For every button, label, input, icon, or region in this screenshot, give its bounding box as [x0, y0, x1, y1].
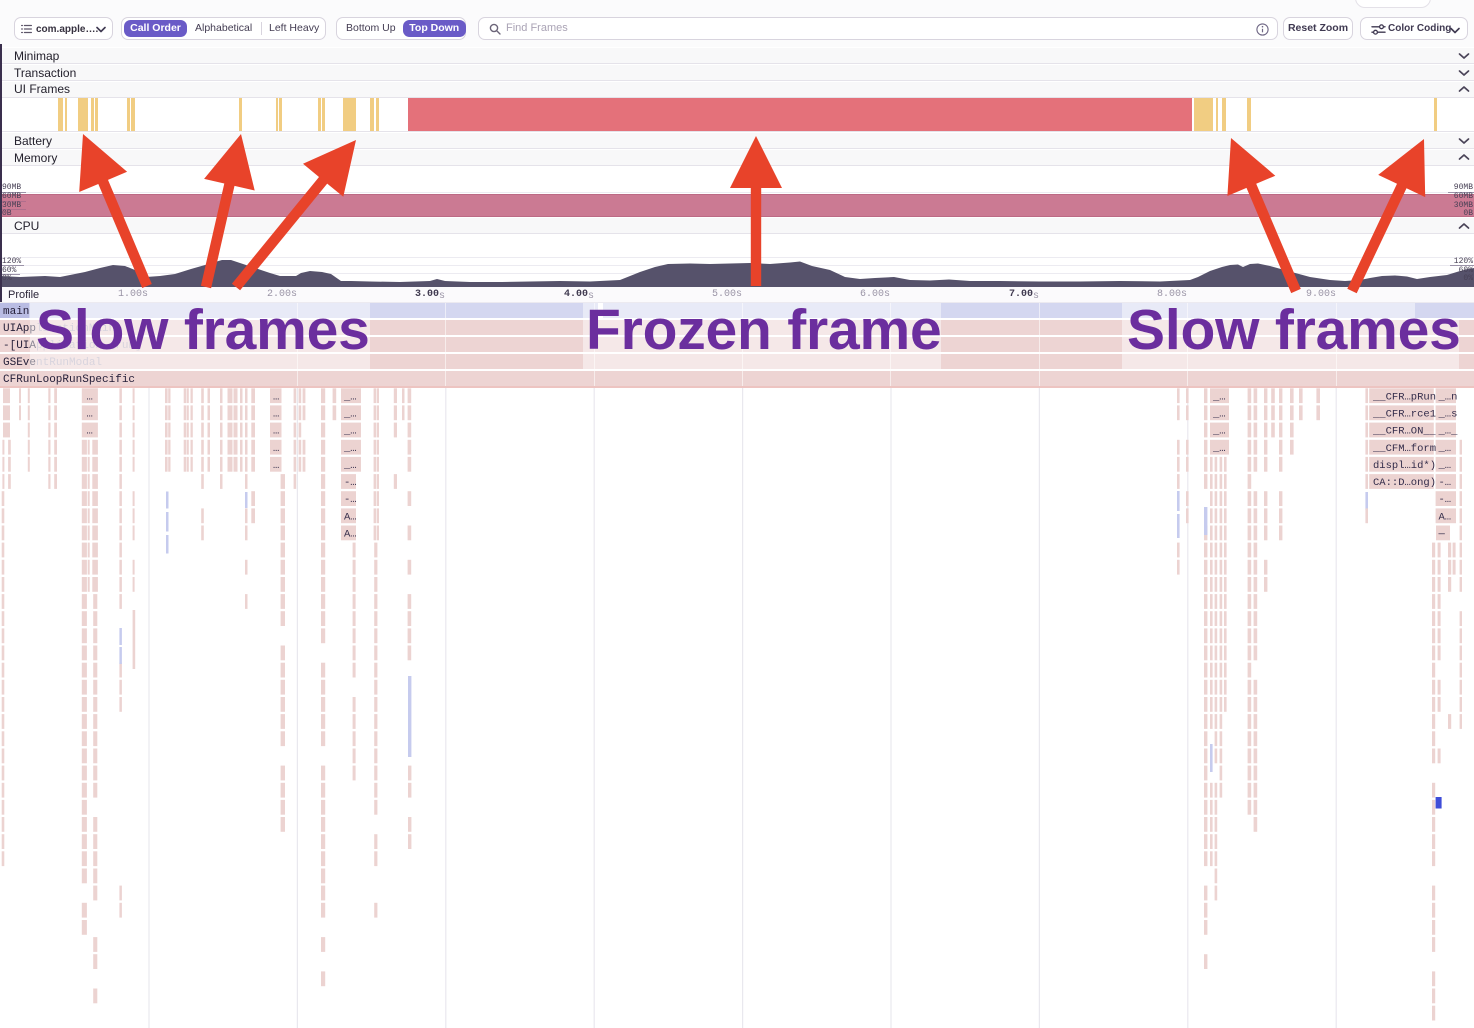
svg-text:A…: A…: [344, 511, 357, 523]
svg-text:…: …: [273, 408, 279, 420]
svg-text:…: …: [87, 408, 93, 420]
svg-text:_…n: _…n: [1438, 391, 1458, 403]
svg-text:_…: _…: [1212, 408, 1226, 420]
svg-text:…: …: [273, 460, 279, 472]
svg-text:—: —: [1438, 529, 1446, 541]
svg-text:-…: -…: [344, 477, 357, 489]
svg-text:_…: _…: [1212, 443, 1226, 455]
svg-text:__CFR…rce1: __CFR…rce1: [1372, 408, 1436, 420]
svg-text:-…: -…: [1439, 494, 1452, 506]
svg-text:…: …: [273, 426, 279, 438]
svg-text:…: …: [273, 391, 279, 403]
svg-text:_…: _…: [343, 426, 357, 438]
svg-text:…: …: [87, 391, 93, 403]
svg-text:__CFR…pRun: __CFR…pRun: [1372, 391, 1436, 403]
svg-text:…: …: [87, 426, 93, 438]
svg-text:_…: _…: [1438, 460, 1452, 472]
svg-text:_…: _…: [1212, 391, 1226, 403]
svg-text:_…: _…: [1438, 443, 1452, 455]
svg-text:CA::D…ong): CA::D…ong): [1373, 477, 1436, 489]
svg-text:_…_: _…_: [1438, 426, 1459, 438]
svg-text:__CFM…form: __CFM…form: [1372, 443, 1436, 455]
svg-text:…: …: [273, 443, 279, 455]
svg-text:_…: _…: [1212, 426, 1226, 438]
svg-text:_…s: _…s: [1438, 408, 1458, 420]
svg-text:_…: _…: [343, 391, 357, 403]
svg-text:A…: A…: [344, 529, 357, 541]
svg-text:_…: _…: [343, 443, 357, 455]
svg-text:-…: -…: [344, 494, 357, 506]
svg-text:-…: -…: [1439, 477, 1452, 489]
svg-text:A…: A…: [1439, 511, 1452, 523]
svg-text:_…: _…: [343, 408, 357, 420]
svg-text:_…: _…: [343, 460, 357, 472]
svg-text:displ…id*): displ…id*): [1373, 460, 1436, 472]
svg-text:__CFR…ON__: __CFR…ON__: [1372, 426, 1437, 438]
